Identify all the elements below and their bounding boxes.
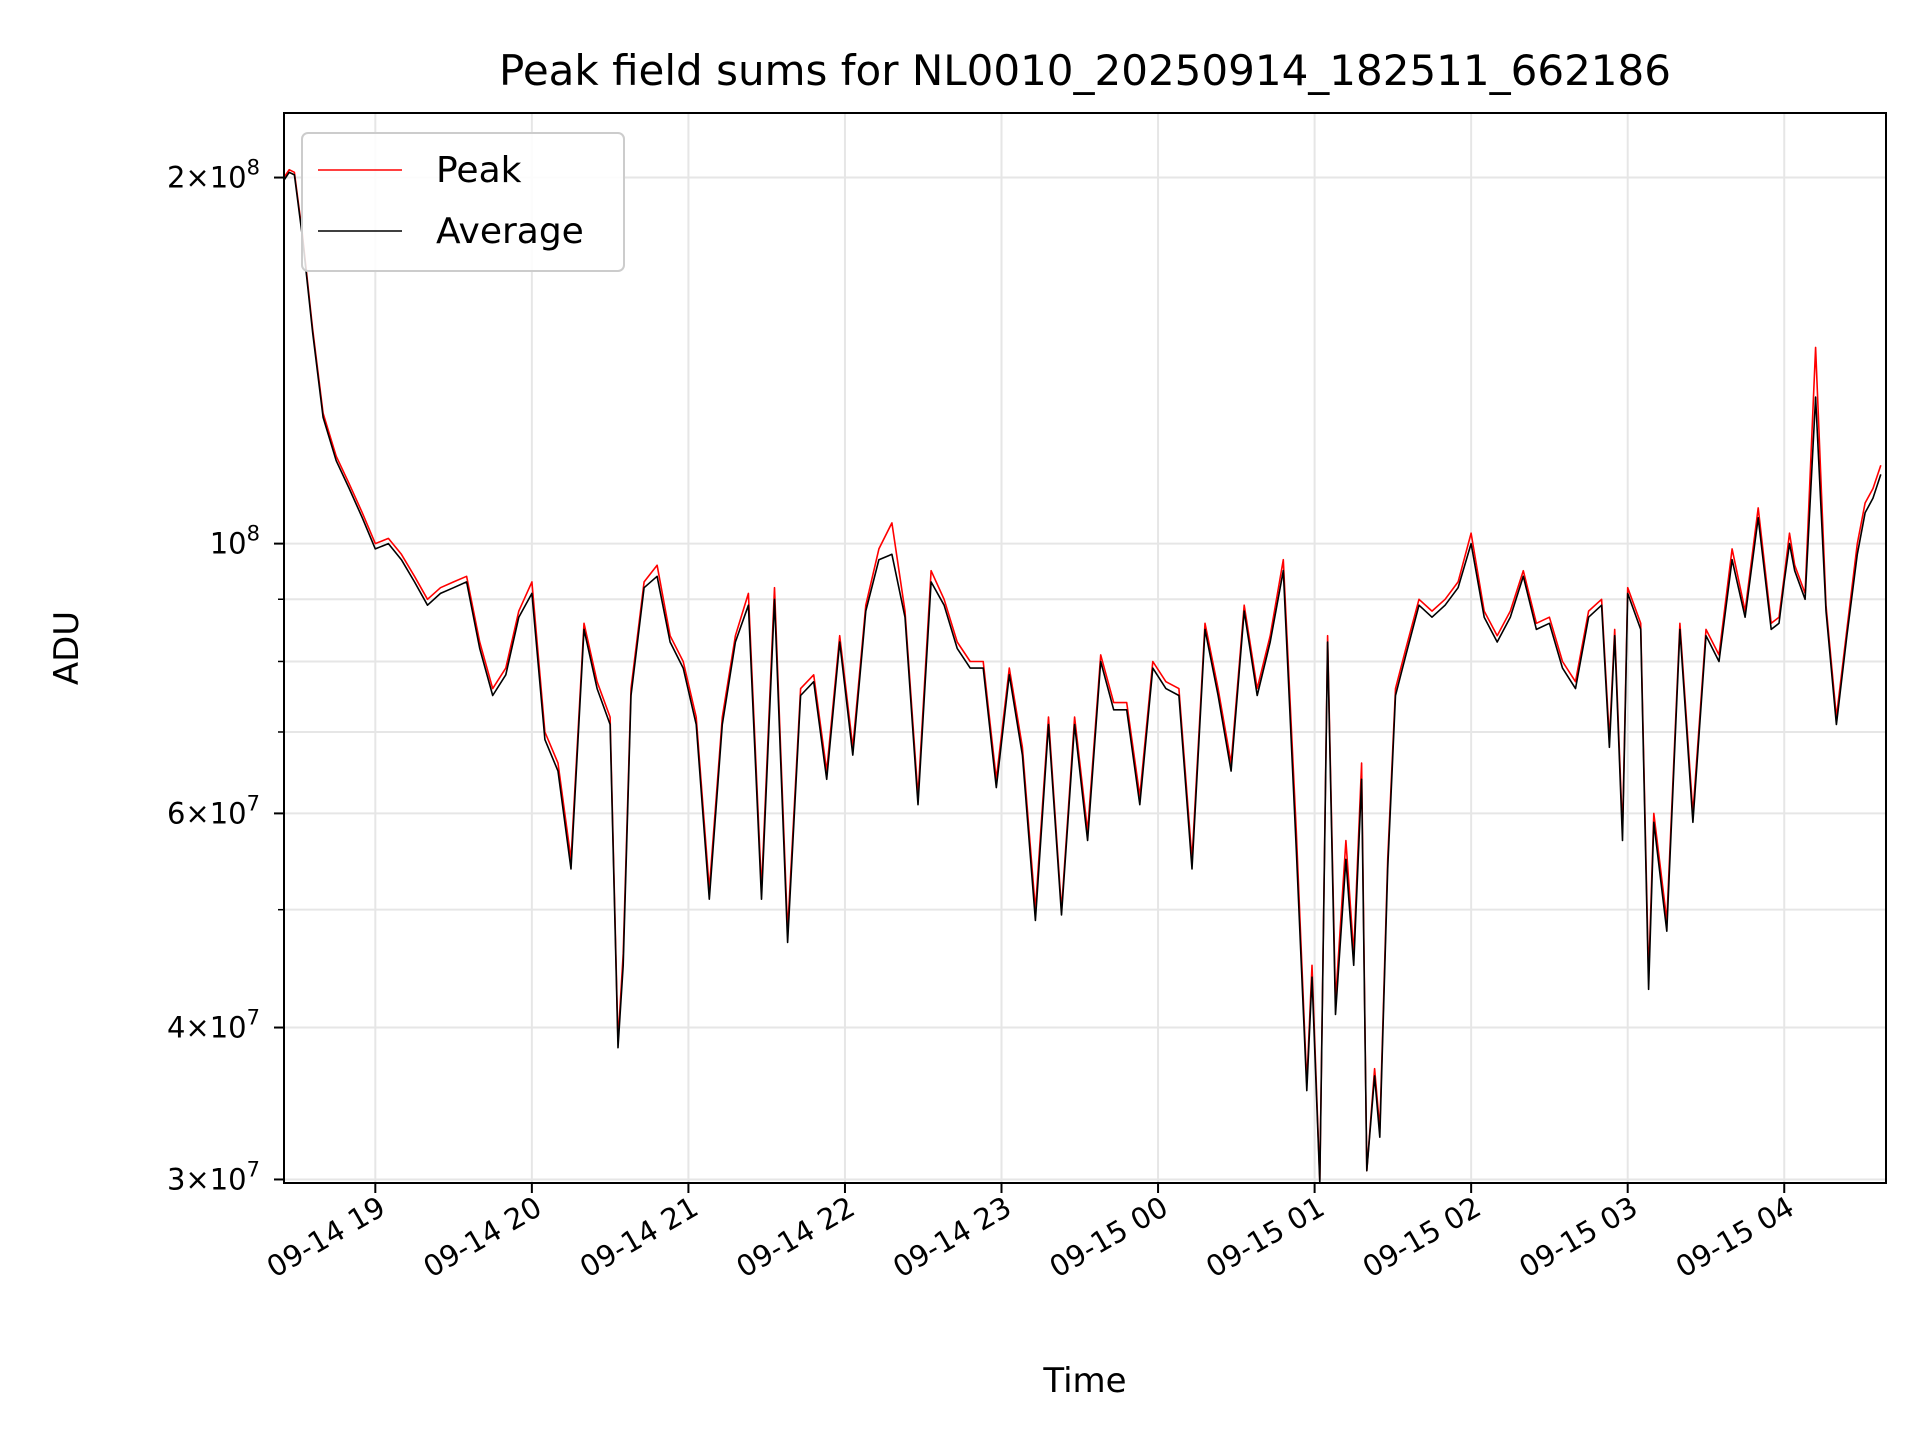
plot-lines [283, 168, 1882, 1184]
legend-label-peak: Peak [436, 150, 522, 191]
y-tick-label: 4×107 [167, 1006, 260, 1045]
y-tick-label: 2×108 [167, 156, 260, 195]
legend-label-average: Average [436, 211, 584, 252]
y-tick-label: 6×107 [167, 791, 260, 830]
legend-box [301, 132, 625, 272]
series-line-average [283, 171, 1882, 1184]
legend: Peak Average [301, 132, 625, 272]
x-axis-label: Time [1042, 1361, 1126, 1401]
grid [284, 113, 1886, 1183]
y-tick-label: 108 [210, 522, 260, 561]
y-axis-label: ADU [47, 611, 87, 685]
y-tick-label: 3×107 [167, 1157, 260, 1196]
chart-title: Peak field sums for NL0010_20250914_1825… [499, 46, 1671, 95]
plot-area-frame [283, 112, 1887, 1184]
